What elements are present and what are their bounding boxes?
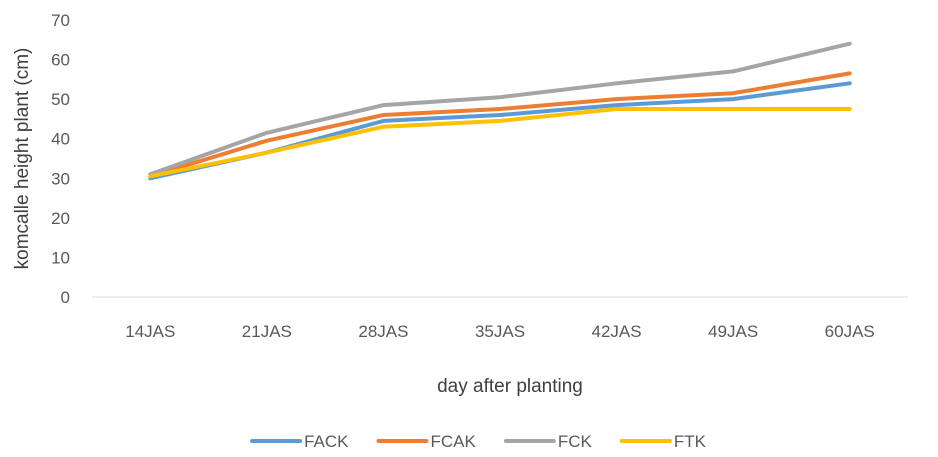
legend-label: FCK (558, 432, 593, 451)
legend-label: FTK (674, 432, 707, 451)
y-tick-label: 10 (51, 248, 70, 267)
y-tick-label: 70 (51, 11, 70, 30)
y-axis-label: komcalle height plant (cm) (12, 48, 33, 270)
series-line-ftk (148, 107, 852, 179)
x-tick-label: 28JAS (358, 322, 408, 341)
legend-item-fcak: FCAK (376, 432, 476, 451)
x-axis-label: day after planting (437, 376, 583, 397)
y-tick-label: 20 (51, 209, 70, 228)
legend-label: FCAK (430, 432, 476, 451)
x-tick-label: 35JAS (475, 322, 525, 341)
x-tick-label: 60JAS (825, 322, 875, 341)
y-tick-label: 30 (51, 169, 70, 188)
legend: FACK FCAK FCK FTK (250, 432, 707, 451)
x-tick-label: 21JAS (242, 322, 292, 341)
series-lines (148, 41, 852, 181)
legend-item-fack: FACK (250, 432, 349, 451)
x-axis-ticks: 14JAS 21JAS 28JAS 35JAS 42JAS 49JAS 60JAS (125, 322, 875, 341)
x-tick-label: 14JAS (125, 322, 175, 341)
x-tick-label: 49JAS (708, 322, 758, 341)
y-tick-label: 0 (61, 288, 70, 307)
y-axis-ticks: 0 10 20 30 40 50 60 70 (51, 11, 70, 307)
x-tick-label: 42JAS (592, 322, 642, 341)
legend-item-ftk: FTK (619, 432, 707, 451)
y-tick-label: 50 (51, 90, 70, 109)
y-tick-label: 40 (51, 130, 70, 149)
legend-label: FACK (304, 432, 349, 451)
legend-item-fck: FCK (503, 432, 593, 451)
series-line-fck (148, 41, 852, 177)
y-tick-label: 60 (51, 51, 70, 70)
series-line-fcak (148, 71, 852, 179)
